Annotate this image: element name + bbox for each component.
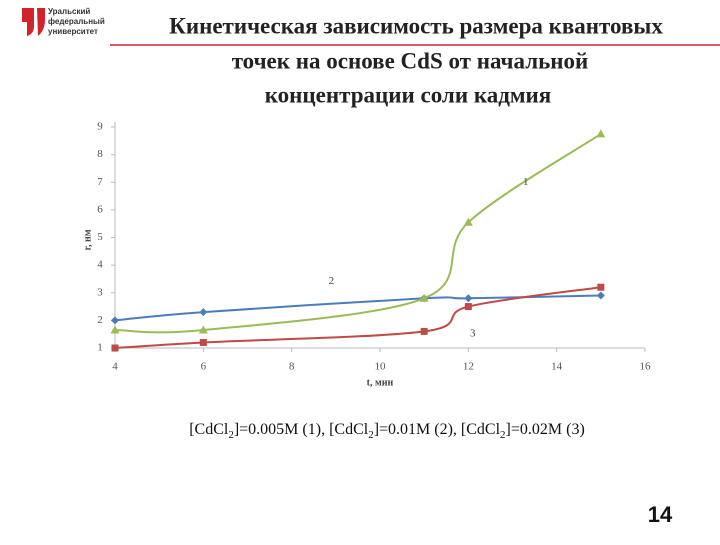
x-tick-label: 10 [375,361,387,373]
x-tick-label: 16 [640,361,652,373]
annotation: 2 [329,275,335,287]
marker [464,294,473,303]
annotation: 1 [523,176,529,188]
series-line [114,294,601,322]
caption-subscript: 2 [228,429,234,441]
logo-text: университет [48,27,98,36]
marker [420,327,428,335]
y-tick-label: 9 [97,121,103,133]
y-tick-label: 2 [97,314,103,326]
page-number: 14 [648,502,673,527]
caption-text: ]=0.005M (1), [CdCl [234,421,369,438]
caption-text: [CdCl [189,421,229,438]
x-tick-label: 12 [463,361,474,373]
marker [464,303,472,311]
annotation: 3 [470,328,476,340]
y-tick-label: 6 [97,203,103,215]
chart-title: концентрации соли кадмия [265,82,552,107]
series-line [114,286,601,349]
y-tick-label: 7 [97,176,103,188]
marker [110,325,120,334]
x-tick-label: 6 [201,361,207,373]
logo-icon [22,8,45,36]
chart-title: Кинетическая зависимость размера квантов… [169,13,663,38]
marker [111,344,119,352]
y-tick-label: 5 [97,231,103,243]
marker [199,338,207,346]
y-tick-label: 3 [97,286,103,298]
caption-text: ]=0.02M (3) [506,421,585,438]
marker [597,283,605,291]
marker [199,308,208,317]
y-tick-label: 4 [97,259,103,271]
x-tick-label: 8 [289,361,295,373]
y-tick-label: 8 [97,148,103,160]
caption-text: ]=0.01M (2), [CdCl [374,421,501,438]
caption: [CdCl2]=0.005M (1), [CdCl2]=0.01M (2), [… [189,421,585,441]
marker [463,217,473,226]
logo-text: федеральный [48,17,105,26]
x-tick-label: 4 [112,361,118,373]
marker [111,316,119,325]
marker [596,291,605,300]
x-axis-label: t, мин [367,377,394,388]
marker [419,293,429,302]
chart-title: точек на основе CdS от начальной [232,48,589,73]
logo-text: Уральский [48,7,90,16]
y-axis-label: r, нм [82,229,93,250]
marker [198,325,208,334]
marker [596,129,606,138]
caption-subscript: 2 [368,429,374,441]
y-tick-label: 1 [97,342,103,354]
x-tick-label: 14 [551,361,563,373]
caption-subscript: 2 [500,429,506,441]
